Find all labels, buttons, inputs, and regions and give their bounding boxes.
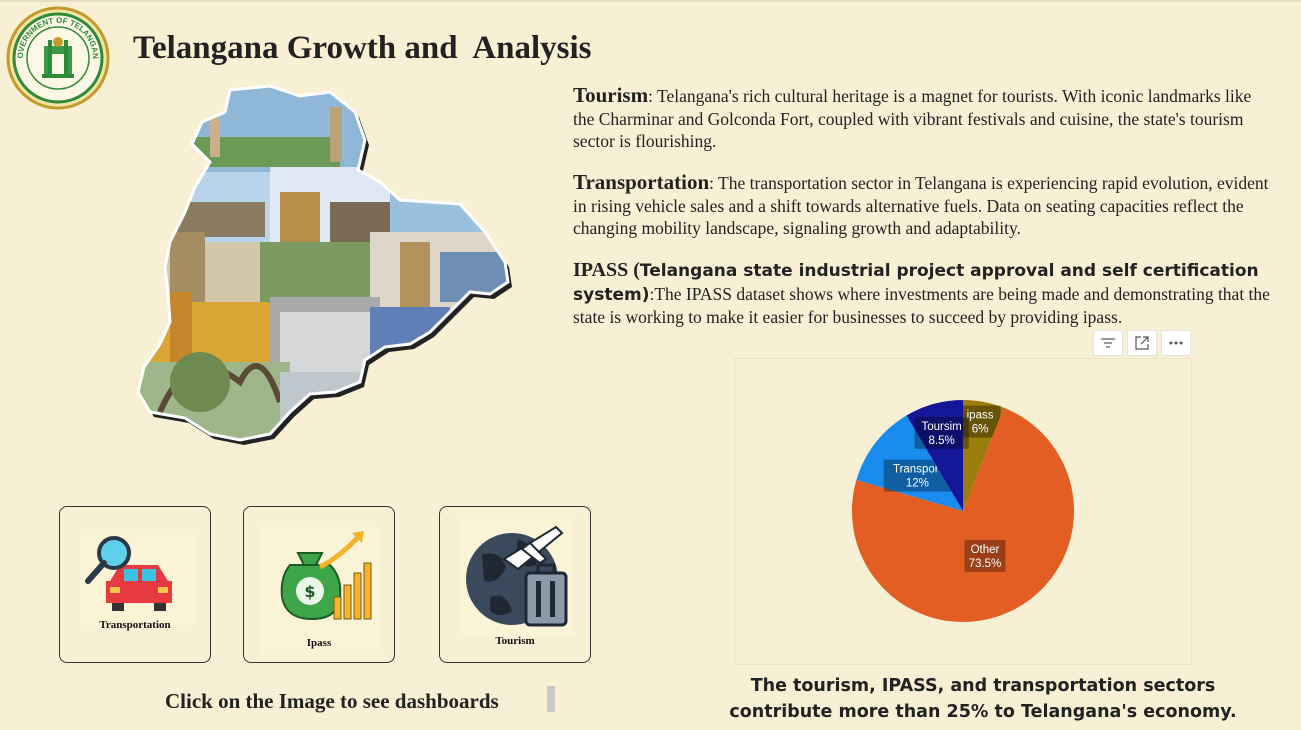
pie-label-category: Transport [893, 464, 943, 476]
pie-label-value: 8.5% [929, 435, 955, 447]
transportation-tile-image [80, 529, 194, 625]
top-border [0, 0, 1301, 2]
sector-share-pie-chart: ipass 6% Other 73.5% Transport 12% Toursim 8.5% [852, 400, 1074, 622]
pie-label-category: Other [971, 544, 1000, 556]
pie-slice-transport[interactable] [856, 415, 963, 511]
money-bag-growth-icon: $ [280, 531, 372, 621]
ipass-body: :The IPASS dataset shows where investmen… [573, 283, 1270, 328]
page-title: Telangana Growth and Analysis [133, 30, 592, 66]
pie-label-category: ipass [967, 410, 994, 422]
globe-plane-luggage-icon [466, 525, 568, 627]
pie-label-transport: Transport 12% [883, 459, 952, 492]
pie-slice-toursim[interactable] [906, 400, 963, 511]
pie-label-other: Other 73.5% [964, 539, 1006, 572]
more-options-button[interactable] [1161, 330, 1191, 356]
click-hint-text: Click on the Image to see dashboards [165, 689, 499, 713]
filter-button[interactable] [1093, 330, 1123, 356]
pie-label-ipass: ipass 6% [959, 405, 1001, 438]
transportation-tile-label: Transportation [99, 619, 171, 631]
focus-mode-button[interactable] [1127, 330, 1157, 356]
transportation-dashboard-button[interactable]: Transportation [59, 506, 211, 663]
pie-label-value: 6% [972, 424, 989, 436]
ipass-tile-label: Ipass [306, 637, 332, 649]
transportation-body: : The transportation sector in Telangana… [573, 173, 1269, 238]
car-search-icon [85, 536, 172, 611]
tourism-body: : Telangana's rich cultural heritage is … [573, 86, 1252, 151]
pie-label-toursim: Toursim 8.5% [914, 416, 969, 449]
tourism-tile-image [460, 519, 574, 637]
telangana-emblem-logo: GOVERNMENT OF TELANGANA [6, 6, 110, 110]
ipass-heading: Telangana state industrial project appro… [573, 261, 1259, 305]
pie-label-category: Toursim [921, 421, 961, 433]
scrollbar-thumb[interactable] [547, 686, 555, 712]
svg-text:$: $ [304, 582, 315, 601]
ipass-dashboard-button[interactable]: $ Ipass [243, 506, 395, 663]
pie-label-value: 73.5% [969, 558, 1002, 570]
pie-slice-other[interactable] [852, 407, 1074, 622]
transportation-heading: Transportation [573, 170, 710, 194]
filter-icon [1101, 338, 1115, 348]
tourism-tile-label: Tourism [495, 635, 535, 647]
transportation-paragraph: Transportation: The transportation secto… [573, 171, 1273, 240]
tourism-dashboard-button[interactable]: Tourism [439, 506, 591, 663]
ipass-heading-prefix: IPASS ( [573, 259, 640, 281]
pie-chart-frame [734, 358, 1192, 665]
telangana-map-collage [136, 84, 512, 445]
pie-label-value: 12% [906, 478, 929, 490]
ipass-paragraph: IPASS (Telangana state industrial projec… [573, 259, 1273, 329]
ipass-tile-image: $ [260, 527, 378, 655]
visual-header-toolbar [1093, 330, 1191, 356]
expand-icon [1135, 336, 1149, 350]
chart-caption: The tourism, IPASS, and transportation s… [700, 673, 1266, 725]
chart-caption-line1: The tourism, IPASS, and transportation s… [750, 676, 1216, 696]
tourism-paragraph: Tourism: Telangana's rich cultural herit… [573, 84, 1273, 153]
chart-caption-line2: contribute more than 25% to Telangana's … [729, 702, 1237, 722]
pie-slice-ipass[interactable] [963, 400, 1004, 511]
more-options-icon [1169, 341, 1183, 345]
tourism-heading: Tourism [573, 83, 649, 107]
